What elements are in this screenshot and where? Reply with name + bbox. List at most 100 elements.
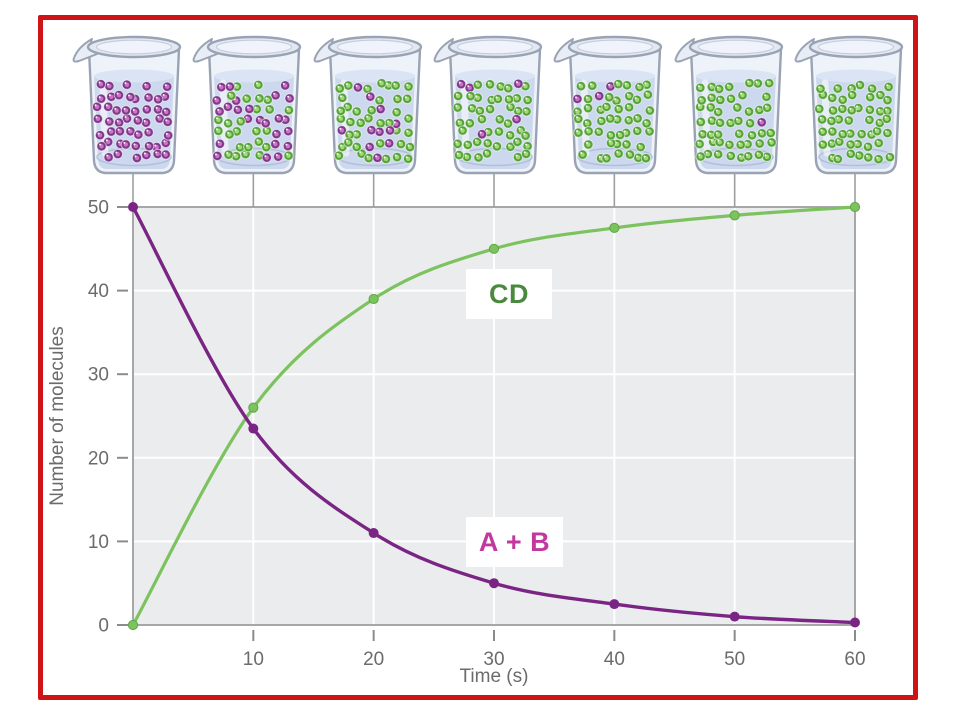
- molecule-cd: [502, 118, 514, 129]
- molecule-cd: [743, 106, 754, 117]
- molecule-cd: [375, 118, 386, 129]
- molecule-cd: [504, 130, 516, 141]
- beaker-t40: [553, 35, 663, 175]
- ab-data-point: [489, 578, 499, 589]
- molecule-ab: [133, 129, 144, 140]
- molecule-cd: [723, 81, 735, 93]
- beaker-t10: [192, 35, 302, 175]
- molecule-ab: [273, 151, 284, 162]
- molecule-ab: [113, 89, 125, 101]
- y-axis-title: Number of molecules: [47, 326, 68, 506]
- molecule-cd: [223, 149, 235, 160]
- molecule-cd: [453, 149, 465, 161]
- molecule-cd: [864, 114, 875, 126]
- molecule-cd: [621, 139, 633, 150]
- molecule-cd: [241, 93, 253, 104]
- molecule-ab: [120, 139, 132, 150]
- ab-data-point: [128, 202, 138, 212]
- molecule-cd: [712, 129, 723, 140]
- molecule-cd: [253, 136, 265, 147]
- beaker-t0: [72, 35, 182, 175]
- molecule-cd: [336, 92, 348, 104]
- molecule-cd: [390, 80, 401, 91]
- ab-data-point: [850, 617, 860, 628]
- molecule-ab: [384, 125, 395, 136]
- molecule-cd: [862, 141, 874, 153]
- molecule-cd: [613, 148, 625, 159]
- molecule-cd: [593, 126, 605, 138]
- molecule-ab: [132, 115, 144, 126]
- ab-data-point: [248, 423, 259, 434]
- molecule-ab: [280, 80, 291, 91]
- y-tick-label: 0: [98, 616, 109, 637]
- molecule-cd: [491, 141, 503, 152]
- liquid-surface: [94, 69, 174, 83]
- molecule-ab: [274, 113, 285, 124]
- molecule-cd: [814, 103, 825, 115]
- molecule-ab: [260, 118, 272, 129]
- molecule-cd: [845, 128, 856, 139]
- molecule-cd: [495, 81, 506, 92]
- beaker-rim-inner: [336, 39, 413, 55]
- molecule-cd: [520, 148, 532, 160]
- molecule-cd: [374, 95, 385, 106]
- molecule-cd: [827, 92, 838, 104]
- beaker-rim-inner: [697, 39, 774, 55]
- x-tick-label: 20: [363, 649, 384, 670]
- molecule-cd: [846, 105, 857, 116]
- molecule-cd: [251, 125, 263, 137]
- molecule-cd: [632, 113, 644, 124]
- molecule-cd: [213, 125, 224, 137]
- molecule-cd: [355, 117, 366, 129]
- molecule-ab: [455, 79, 467, 90]
- molecule-cd: [404, 141, 415, 153]
- molecule-cd: [705, 129, 717, 141]
- molecule-cd: [473, 152, 484, 163]
- x-tick-label: 10: [243, 649, 264, 670]
- cd-data-point: [488, 243, 500, 254]
- ab-data-point: [729, 611, 740, 622]
- molecule-cd: [742, 151, 754, 162]
- molecule-cd: [733, 128, 745, 140]
- molecule-ab: [112, 148, 123, 160]
- molecule-cd: [376, 78, 387, 89]
- molecule-cd: [865, 91, 876, 103]
- molecule-cd: [464, 118, 476, 129]
- molecule-cd: [457, 125, 468, 136]
- molecule-cd: [465, 90, 476, 102]
- molecule-ab: [152, 94, 164, 105]
- molecule-cd: [882, 94, 893, 106]
- liquid-surface: [575, 69, 656, 83]
- molecule-cd: [391, 151, 402, 163]
- molecule-cd: [837, 94, 848, 106]
- liquid-surface: [214, 69, 295, 83]
- molecule-cd: [243, 141, 254, 153]
- molecule-cd: [613, 103, 625, 115]
- liquid-surface: [455, 69, 535, 83]
- molecule-cd: [454, 117, 466, 129]
- molecule-ab: [211, 95, 223, 106]
- molecule-cd: [351, 141, 362, 153]
- molecule-cd: [576, 80, 587, 92]
- molecule-ab: [364, 91, 376, 102]
- cd-data-point: [368, 293, 379, 305]
- molecule-cd: [261, 141, 272, 153]
- molecule-cd: [634, 81, 646, 93]
- cd-data-point: [609, 222, 620, 233]
- molecule-cd: [472, 79, 484, 91]
- molecule-cd: [512, 136, 523, 148]
- molecule-cd: [632, 94, 643, 105]
- molecule-cd: [725, 150, 736, 162]
- molecule-ab: [476, 129, 488, 140]
- molecule-cd: [882, 127, 893, 139]
- molecule-cd: [601, 101, 612, 113]
- molecule-cd: [482, 138, 493, 149]
- molecule-ab: [231, 95, 242, 106]
- molecule-ab: [594, 90, 605, 102]
- molecule-ab: [371, 152, 383, 164]
- x-tick-label: 60: [844, 649, 865, 670]
- molecule-cd: [494, 114, 505, 125]
- molecule-cd: [845, 139, 856, 150]
- molecule-cd: [815, 83, 826, 95]
- molecule-cd: [493, 126, 505, 137]
